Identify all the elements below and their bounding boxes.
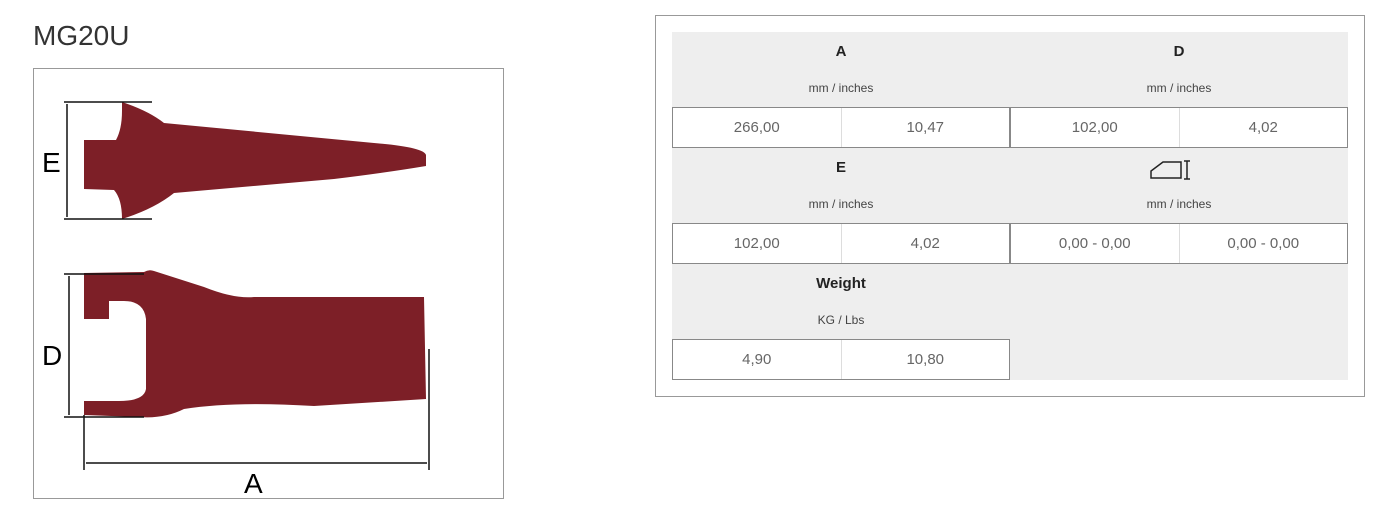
spec-weight-header: Weight KG / Lbs [672,264,1010,339]
tooth-side-view [84,102,426,219]
spec-d-values: 102,00 4,02 [1010,107,1348,148]
dimension-label-e: E [42,147,61,178]
spec-label: Weight [816,275,866,292]
tooth-top-view [84,270,426,418]
spec-a-values: 266,00 10,47 [672,107,1010,148]
product-image: E D A [33,68,504,499]
spec-value-inches: 4,02 [1178,108,1348,147]
spec-unit: KG / Lbs [817,313,865,327]
spec-value-mm: 266,00 [733,119,780,136]
spec-unit: mm / inches [1146,81,1212,95]
spec-value-lbs: 10,80 [840,340,1010,379]
spec-value-inches: 10,47 [840,108,1010,147]
spec-unit: mm / inches [1146,197,1212,211]
tooth-profile-icon [1150,160,1190,180]
spec-weight-values: 4,90 10,80 [672,339,1010,380]
dimension-label-d: D [42,340,62,371]
spec-label: E [835,159,846,176]
spec-profile-values: 0,00 - 0,00 0,00 - 0,00 [1010,223,1348,264]
spec-value-inches: 0,00 - 0,00 [1178,224,1348,263]
product-title: MG20U [33,20,130,51]
spec-unit: mm / inches [808,197,874,211]
spec-value-mm: 102,00 [733,235,780,252]
spec-label: D [1173,43,1185,60]
spec-value-mm: 0,00 - 0,00 [1058,235,1131,252]
spec-profile-header: mm / inches [1010,148,1348,223]
spec-e-values: 102,00 4,02 [672,223,1010,264]
tooth-diagram: E D A [42,101,430,499]
spec-unit: mm / inches [808,81,874,95]
spec-value-kg: 4,90 [742,351,772,368]
spec-value-mm: 102,00 [1071,119,1118,136]
dimension-label-a: A [244,468,263,499]
spec-label: A [835,43,847,60]
spec-value-inches: 4,02 [840,224,1010,263]
